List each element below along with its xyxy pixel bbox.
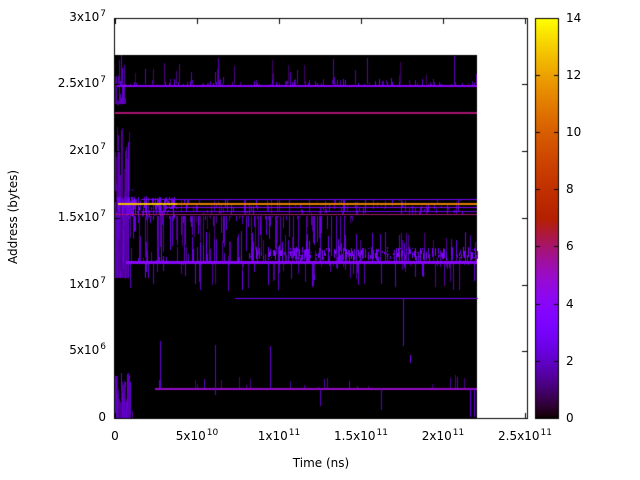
colorbar-tick-label: 4	[566, 297, 574, 311]
x-tick-label-exponent: 11	[376, 428, 388, 438]
y-tick-label: 2x107	[69, 142, 106, 158]
x-tick-label-exponent: 11	[540, 428, 552, 438]
y-tick-label-exponent: 7	[100, 276, 106, 286]
y-tick-label-exponent: 7	[100, 142, 106, 152]
x-tick-label: 0	[111, 429, 119, 443]
colorbar-tick-label: 10	[566, 125, 582, 139]
colorbar-tick-label: 6	[566, 239, 574, 253]
x-tick-label-exponent: 11	[452, 428, 465, 438]
colorbar-tick-label: 8	[566, 182, 574, 196]
x-axis-title: Time (ns)	[292, 456, 350, 470]
x-tick-label: 2.5x1011	[498, 428, 552, 444]
y-tick-label: 5x106	[69, 342, 106, 358]
colorbar-tick-label: 12	[566, 68, 582, 82]
y-tick-label-exponent: 7	[100, 9, 106, 19]
y-tick-label: 0	[98, 410, 106, 424]
colorbar-tick-label: 14	[566, 11, 582, 25]
y-tick-label-exponent: 7	[100, 209, 106, 219]
y-tick-label: 3x107	[69, 9, 106, 25]
colorbar-tick-label: 2	[566, 354, 574, 368]
y-tick-label-exponent: 6	[100, 342, 106, 352]
x-tick-label-exponent: 11	[288, 428, 301, 438]
x-tick-label: 5x1010	[175, 428, 219, 444]
x-tick-label-exponent: 10	[206, 428, 219, 438]
x-tick-label: 2x1011	[421, 428, 465, 444]
colorbar-tick-label: 0	[566, 411, 574, 425]
y-tick-label: 2.5x107	[57, 75, 106, 91]
x-tick-label: 1.5x1011	[334, 428, 388, 444]
y-tick-label: 1.5x107	[57, 209, 106, 225]
y-tick-label: 1x107	[69, 276, 106, 292]
x-tick-label: 1x1011	[257, 428, 301, 444]
y-tick-label-exponent: 7	[100, 75, 106, 85]
